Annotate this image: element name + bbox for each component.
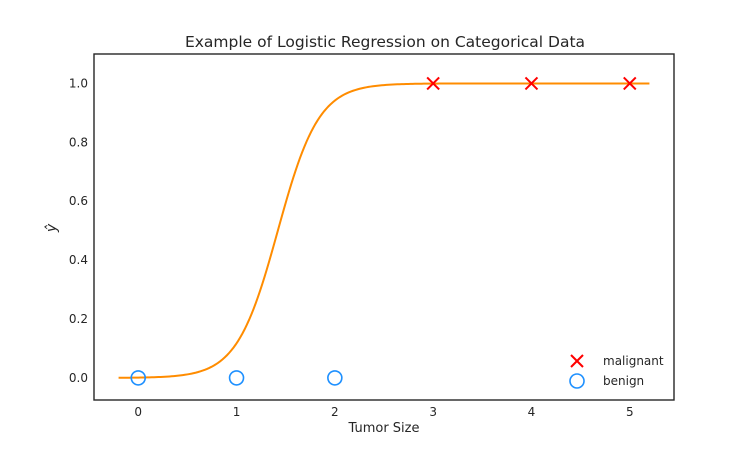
benign-point xyxy=(130,370,147,386)
legend-marker-benign xyxy=(569,373,585,389)
x-tick-label: 4 xyxy=(528,405,536,419)
y-tick-label: 0.0 xyxy=(69,371,88,385)
legend: malignant benign xyxy=(569,354,664,389)
x-tick-label: 5 xyxy=(626,405,634,419)
x-tick-label: 3 xyxy=(429,405,437,419)
y-tick-label: 1.0 xyxy=(69,76,88,90)
legend-marker-malignant xyxy=(570,354,584,368)
y-axis-label: ŷ xyxy=(44,223,60,233)
chart-title: Example of Logistic Regression on Catego… xyxy=(185,33,585,51)
y-tick-label: 0.8 xyxy=(69,135,88,149)
legend-label-malignant: malignant xyxy=(603,354,664,368)
y-tick-label: 0.6 xyxy=(69,194,88,208)
plot-frame xyxy=(93,53,675,401)
x-tick-label: 0 xyxy=(134,405,142,419)
logistic-curve xyxy=(118,82,650,379)
legend-label-benign: benign xyxy=(603,374,644,388)
malignant-point xyxy=(623,76,637,91)
y-tick-label: 0.2 xyxy=(69,312,88,326)
x-tick-label: 2 xyxy=(331,405,339,419)
malignant-point xyxy=(524,76,539,91)
x-axis-label: Tumor Size xyxy=(348,421,420,436)
benign-point xyxy=(327,370,343,386)
malignant-point xyxy=(426,76,440,91)
y-tick-label: 0.4 xyxy=(69,253,88,267)
benign-point xyxy=(228,370,245,386)
x-tick-label: 1 xyxy=(233,405,241,419)
